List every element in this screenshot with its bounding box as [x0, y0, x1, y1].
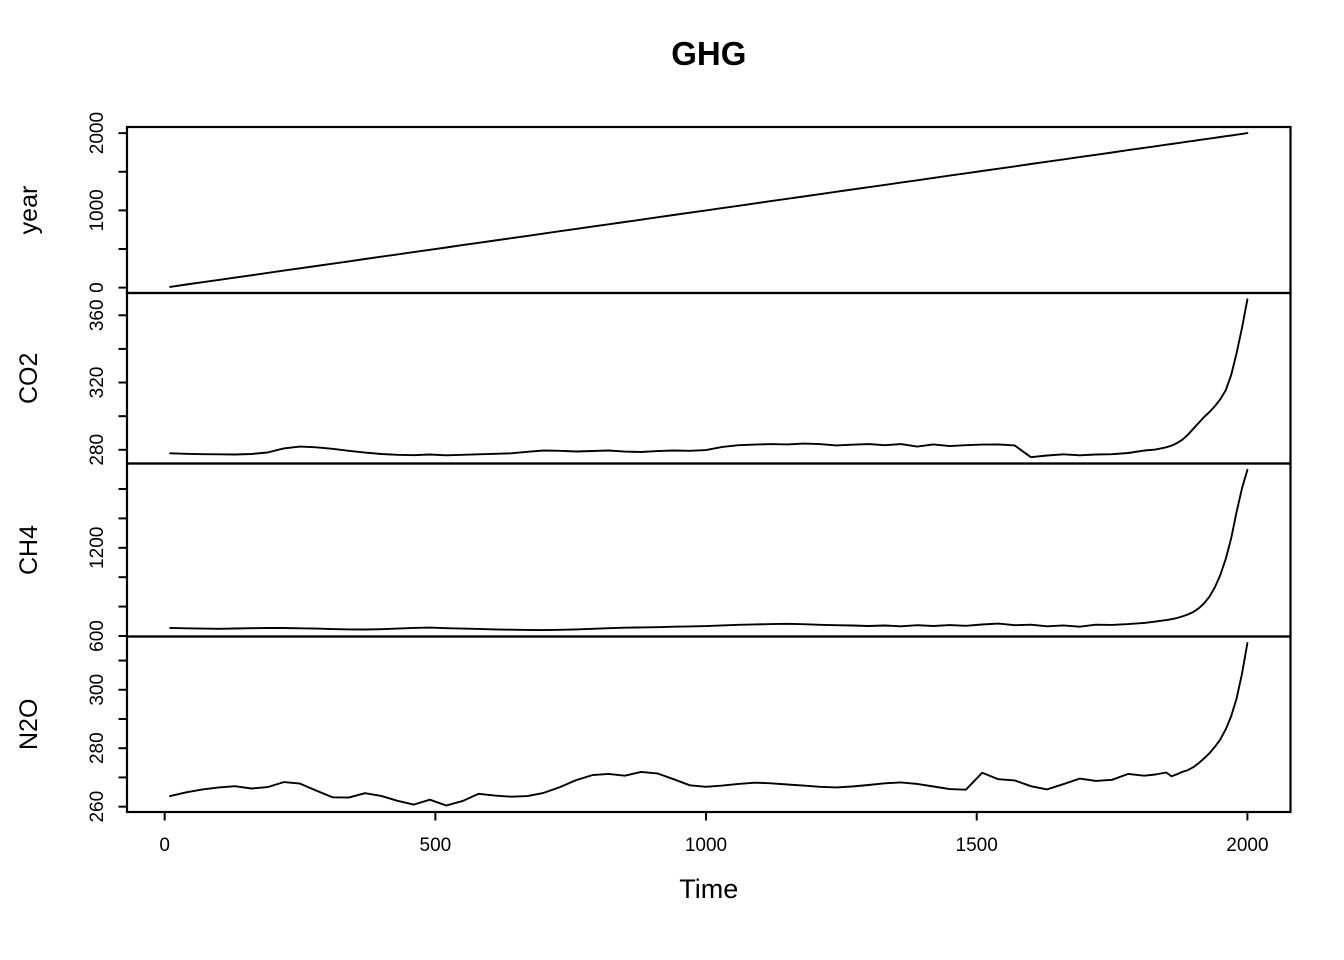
- y-tick-label: 320: [87, 367, 108, 399]
- ch4-series-line: [169, 468, 1249, 632]
- y-tick-label: 0: [87, 282, 108, 293]
- x-tick-label: 0: [159, 835, 170, 856]
- y-axis-label-co2: CO2: [15, 353, 43, 404]
- chart-title: GHG: [671, 35, 746, 72]
- y-axis-label-n2o: N2O: [15, 699, 43, 750]
- y-tick-label: 1000: [87, 189, 108, 231]
- x-tick-label: 2000: [1226, 835, 1268, 856]
- panel-ch4: 600 1200 CH4: [15, 462, 1292, 652]
- y-tick-label: 280: [87, 732, 108, 764]
- x-tick-label: 1500: [956, 835, 998, 856]
- panel-n2o: 260 280 300 N2O: [15, 635, 1292, 823]
- y-tick-label: 300: [87, 674, 108, 706]
- year-series-line: [169, 132, 1249, 288]
- y-tick-label: 600: [87, 620, 108, 652]
- n2o-series-line: [169, 642, 1249, 807]
- y-tick-label: 2000: [87, 112, 108, 154]
- panel-frame-co2: [125, 291, 1292, 465]
- x-tick-label: 500: [420, 835, 452, 856]
- y-axis-label-ch4: CH4: [15, 525, 43, 575]
- panel-co2: 280 320 360 CO2: [15, 291, 1292, 466]
- y-axis-label-year: year: [15, 186, 43, 235]
- x-axis-label: Time: [679, 874, 738, 904]
- y-tick-label: 280: [87, 434, 108, 466]
- y-tick-label: 360: [87, 299, 108, 331]
- co2-series-line: [169, 298, 1249, 459]
- panel-year: 0 1000 2000 year: [15, 112, 1292, 295]
- x-axis: 0 500 1000 1500 2000 Time: [159, 812, 1269, 904]
- panel-frame-ch4: [125, 462, 1292, 638]
- x-tick-label: 1000: [685, 835, 727, 856]
- panel-frame-n2o: [125, 635, 1292, 814]
- y-tick-label: 1200: [87, 527, 108, 569]
- y-tick-label: 260: [87, 791, 108, 823]
